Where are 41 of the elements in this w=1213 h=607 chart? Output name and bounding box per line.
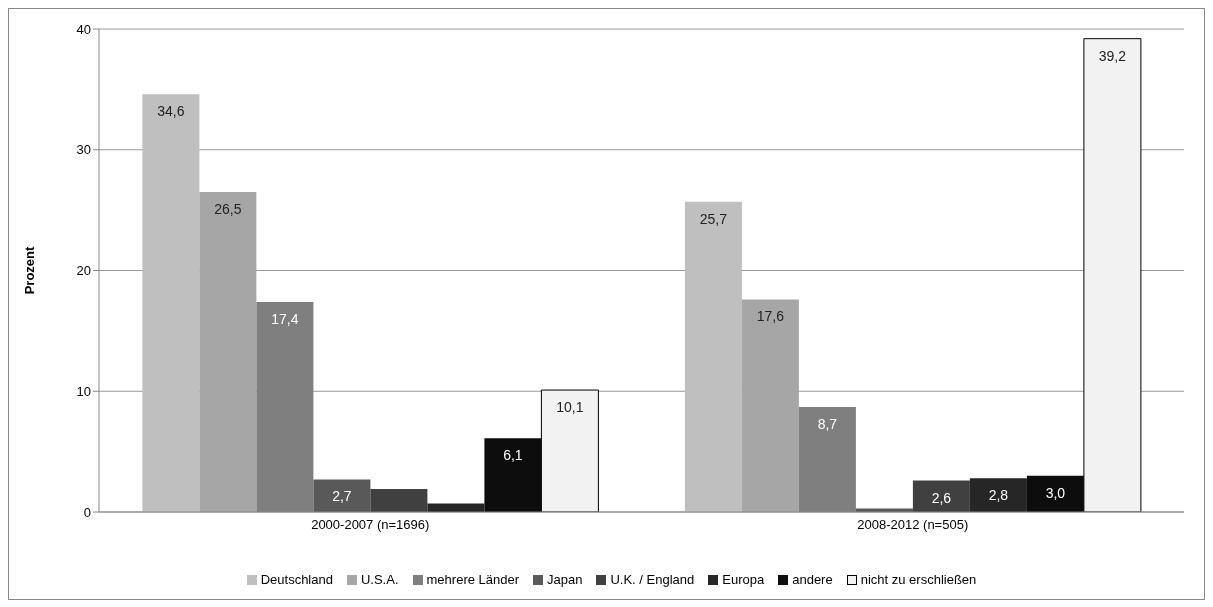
- y-tick-label: 20: [76, 263, 91, 279]
- data-label: 25,7: [699, 210, 728, 227]
- bar: [969, 478, 1027, 512]
- data-label: 8,7: [817, 415, 838, 432]
- bar: [684, 201, 742, 512]
- bar: [912, 480, 970, 512]
- legend-label: U.K. / England: [610, 572, 695, 587]
- y-axis-title: Prozent: [21, 245, 37, 295]
- x-tick-label: 2008-2012 (n=505): [857, 517, 969, 533]
- data-label: 10,1: [556, 399, 584, 416]
- legend-label: U.S.A.: [360, 572, 399, 587]
- y-tick-label: 0: [83, 504, 91, 520]
- bar: [540, 389, 599, 512]
- data-label: 2,7: [332, 488, 352, 505]
- bar: [199, 192, 257, 512]
- data-label: 39,2: [1098, 47, 1127, 64]
- data-label: 34,6: [157, 103, 185, 120]
- data-label: 2,6: [931, 489, 952, 506]
- y-tick-label: 40: [76, 21, 91, 37]
- legend-label: Japan: [547, 572, 583, 587]
- y-tick-label: 30: [76, 142, 91, 158]
- legend-label: andere: [792, 572, 833, 587]
- bar: [484, 438, 542, 512]
- legend-label: mehrere Länder: [426, 572, 520, 587]
- data-label: 17,4: [271, 310, 299, 327]
- bar: [1083, 38, 1142, 512]
- bar: [741, 299, 799, 512]
- y-tick-label: 10: [76, 383, 91, 399]
- data-label: 26,5: [214, 201, 242, 218]
- legend-label: Europa: [722, 572, 765, 587]
- data-label: 2,8: [988, 487, 1009, 504]
- bar: [370, 489, 428, 512]
- data-label: 17,6: [756, 308, 785, 325]
- legend-label: Deutschland: [260, 572, 333, 587]
- data-label: 3,0: [1045, 484, 1066, 501]
- data-label: 6,1: [503, 447, 523, 464]
- bar: [1026, 475, 1084, 512]
- bar: [142, 94, 200, 512]
- legend-label: nicht zu erschließen: [860, 572, 977, 587]
- bar: [313, 479, 371, 512]
- x-tick-label: 2000-2007 (n=1696): [311, 517, 430, 533]
